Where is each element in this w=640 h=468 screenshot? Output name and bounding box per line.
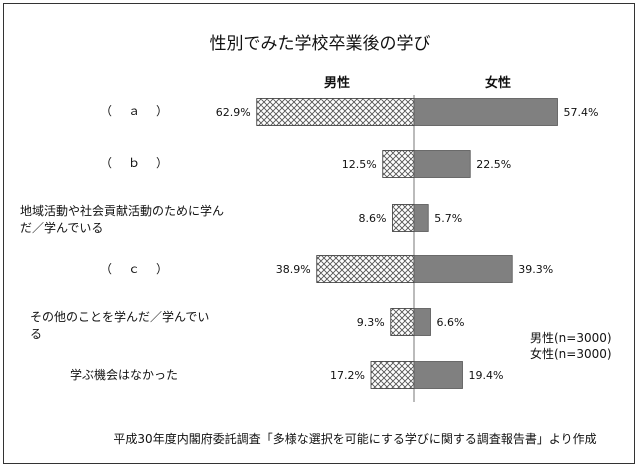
data-label-female-4: 6.6% <box>437 316 465 329</box>
bar-female-4 <box>413 308 431 336</box>
bar-male-4 <box>390 308 415 336</box>
data-label-male-2: 8.6% <box>359 212 387 225</box>
data-label-male-5: 17.2% <box>330 369 365 382</box>
series-header-female: 女性 <box>485 75 511 91</box>
bar-female-1 <box>413 150 471 178</box>
legend-female: 女性(n=3000) <box>530 347 612 361</box>
data-label-female-5: 19.4% <box>469 369 504 382</box>
category-label-none: 学ぶ機会はなかった <box>70 368 179 382</box>
data-label-male-4: 9.3% <box>357 316 385 329</box>
data-label-female-2: 5.7% <box>434 212 462 225</box>
category-label-b: （ ｂ ） <box>99 156 170 170</box>
category-label-a: （ ａ ） <box>99 104 170 118</box>
bar-female-3 <box>413 255 513 283</box>
bar-female-5 <box>413 361 463 389</box>
legend-male: 男性(n=3000) <box>530 331 612 345</box>
chart-frame <box>3 3 635 464</box>
data-label-male-3: 38.9% <box>276 263 311 276</box>
source-note: 平成30年度内閣府委託調査「多様な選択を可能にする学びに関する調査報告書」より作… <box>113 431 596 446</box>
bar-male-2 <box>392 204 415 232</box>
category-label-other: その他のことを学んだ／学んでいる <box>30 310 210 341</box>
data-label-female-1: 22.5% <box>476 158 511 171</box>
bar-male-5 <box>370 361 415 389</box>
bar-male-1 <box>382 150 415 178</box>
bar-male-3 <box>316 255 415 283</box>
bar-male-0 <box>256 98 415 126</box>
category-label-community: 地域活動や社会貢献活動のために学んだ／学んでいる <box>20 204 225 235</box>
bar-female-2 <box>413 204 429 232</box>
category-label-c: （ ｃ ） <box>99 262 170 276</box>
data-label-male-0: 62.9% <box>216 106 251 119</box>
data-label-female-3: 39.3% <box>518 263 553 276</box>
chart-title: 性別でみた学校卒業後の学び <box>210 34 431 54</box>
series-header-male: 男性 <box>324 75 350 91</box>
data-label-female-0: 57.4% <box>564 106 599 119</box>
data-label-male-1: 12.5% <box>342 158 377 171</box>
bar-female-0 <box>413 98 558 126</box>
